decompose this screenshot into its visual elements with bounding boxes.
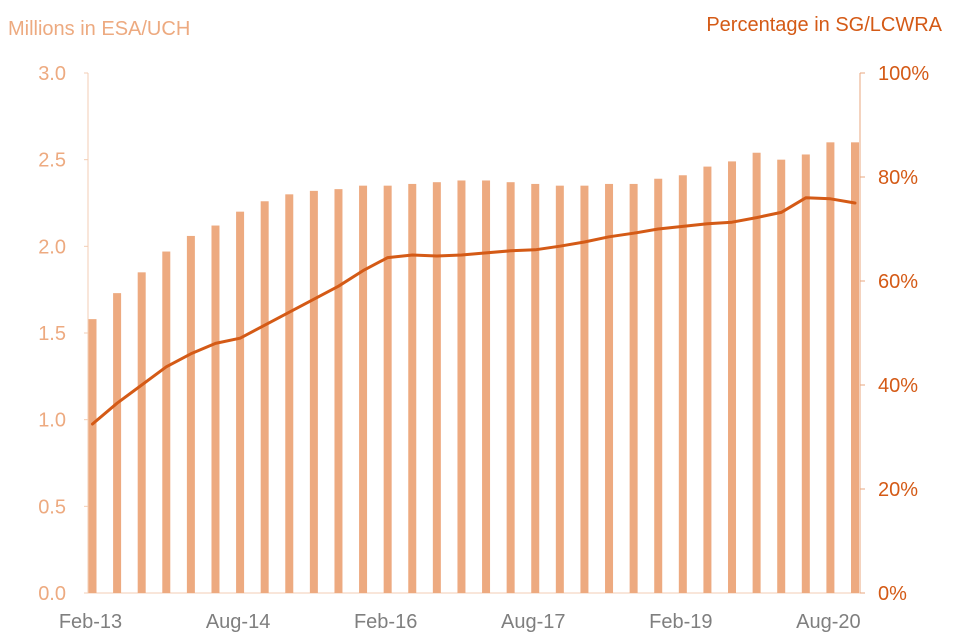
bar: [162, 251, 171, 594]
x-tick-label: Aug-14: [206, 611, 271, 633]
line-series: [91, 196, 857, 426]
bar: [482, 180, 491, 593]
bar: [506, 182, 515, 593]
left-tick-label: 2.0: [38, 236, 66, 258]
left-tick-label: 1.0: [38, 410, 66, 432]
left-axis: 0.0 0.5 1.0 1.5 2.0 2.5 3.0: [38, 63, 88, 605]
left-tick-label: 3.0: [38, 63, 66, 85]
left-tick-label: 0.5: [38, 496, 66, 518]
right-axis-title: Percentage in SG/LCWRA: [706, 14, 942, 36]
left-tick-label: 2.5: [38, 150, 66, 172]
bar: [359, 185, 368, 593]
bar-series: [88, 142, 859, 594]
bar: [113, 293, 122, 593]
bar: [629, 183, 638, 593]
right-tick-label: 40%: [878, 375, 918, 397]
bar: [309, 190, 318, 593]
x-tick-label: Feb-16: [354, 611, 417, 633]
bar: [752, 152, 761, 593]
right-tick-label: 20%: [878, 479, 918, 501]
bar: [260, 201, 269, 593]
right-tick-label: 0%: [878, 583, 907, 605]
bar: [334, 189, 343, 593]
bar: [826, 142, 835, 594]
left-tick-label: 0.0: [38, 583, 66, 605]
bar: [777, 159, 786, 593]
x-axis: Feb-13 Aug-14 Feb-16 Aug-17 Feb-19 Aug-20: [59, 611, 861, 633]
x-tick-label: Aug-17: [501, 611, 566, 633]
bar: [186, 235, 195, 593]
bar: [851, 142, 859, 594]
bar: [801, 154, 810, 593]
bar: [408, 183, 417, 593]
bar: [728, 161, 737, 593]
bar: [383, 185, 392, 593]
right-tick-label: 60%: [878, 271, 918, 293]
left-axis-title: Millions in ESA/UCH: [8, 18, 190, 40]
x-tick-label: Feb-13: [59, 611, 122, 633]
right-axis: 0% 20% 40% 60% 80% 100%: [860, 63, 929, 605]
bar: [88, 319, 97, 593]
bar: [678, 175, 687, 593]
bar: [531, 183, 540, 593]
bar: [580, 185, 589, 593]
left-tick-label: 1.5: [38, 323, 66, 345]
bar: [703, 166, 712, 593]
right-tick-label: 80%: [878, 167, 918, 189]
bar: [654, 178, 663, 593]
bar: [137, 272, 146, 593]
bar: [555, 185, 564, 593]
x-tick-label: Aug-20: [796, 611, 861, 633]
bar: [211, 225, 220, 594]
bar: [236, 211, 245, 593]
bar: [457, 180, 466, 593]
right-tick-label: 100%: [878, 63, 929, 85]
x-tick-label: Feb-19: [649, 611, 712, 633]
bar: [432, 182, 441, 593]
bar: [605, 183, 614, 593]
bar: [285, 194, 294, 594]
